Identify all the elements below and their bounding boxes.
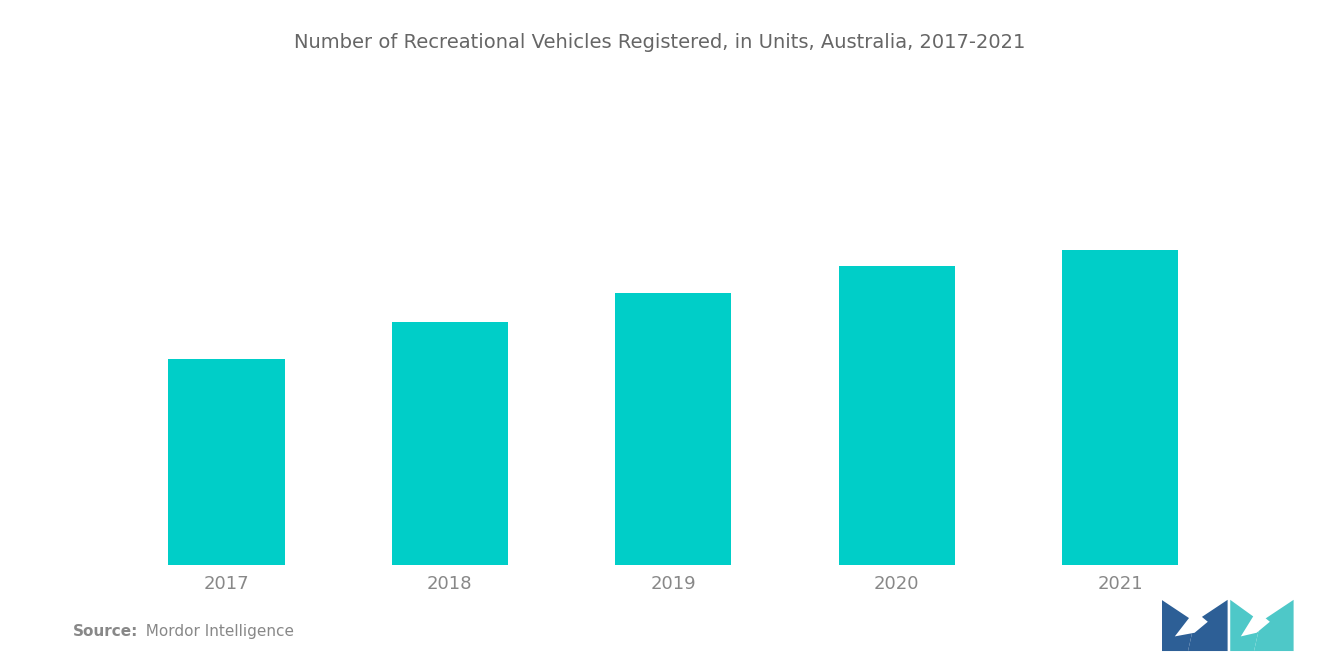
Polygon shape <box>1175 610 1208 636</box>
Polygon shape <box>1254 600 1294 651</box>
Text: Mordor Intelligence: Mordor Intelligence <box>136 624 294 639</box>
Bar <box>1061 250 1177 565</box>
Polygon shape <box>1230 600 1261 651</box>
Text: Source:: Source: <box>73 624 139 639</box>
Polygon shape <box>1241 610 1270 636</box>
Bar <box>392 322 508 565</box>
Text: Number of Recreational Vehicles Registered, in Units, Australia, 2017-2021: Number of Recreational Vehicles Register… <box>294 33 1026 53</box>
Polygon shape <box>1162 600 1195 651</box>
Polygon shape <box>1188 600 1228 651</box>
Bar <box>169 359 285 565</box>
Bar <box>615 293 731 565</box>
Bar <box>838 266 954 565</box>
